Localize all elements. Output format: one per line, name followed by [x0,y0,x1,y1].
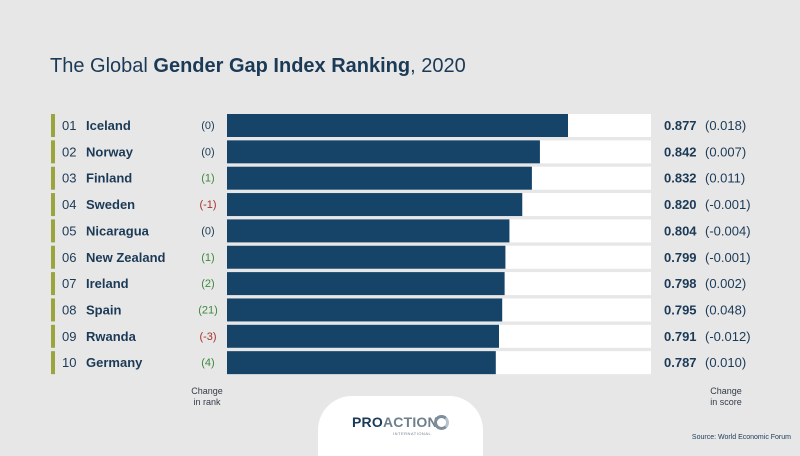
title-suffix: , 2020 [410,55,466,77]
change-in-rank-line-2: in rank [193,397,221,407]
score-value: 0.877 [664,118,697,133]
row-marker [51,272,55,296]
row-marker [51,140,55,164]
logo-subtitle: INTERNATIONAL [393,431,432,436]
score-value: 0.804 [664,223,697,238]
score-value: 0.791 [664,329,697,344]
change-in-rank-line-1: Change [191,386,223,396]
logo-action: ACTION [382,414,438,430]
row-marker [51,193,55,217]
row-marker [51,324,55,348]
score-change-label: (-0.001) [705,197,751,212]
rank-change-label: (4) [201,357,214,369]
bar [227,166,532,190]
score-change-label: (0.018) [705,118,746,133]
chart-title: The Global Gender Gap Index Ranking, 202… [50,55,466,78]
rank-change-label: (0) [201,120,214,132]
bar [227,219,510,243]
rank-change-label: (-3) [199,331,216,343]
rank-change-label: (-1) [199,199,216,211]
gender-gap-bar-chart: 01 Iceland (0) 0.877 (0.018) 02 Norway (0) 0.842… [51,114,751,375]
bar [227,298,503,322]
rank-change-label: (1) [201,173,214,185]
score-change-label: (0.048) [705,302,746,317]
score-change-label: (-0.012) [705,329,751,344]
logo-panel: PROACTION INTERNATIONAL [318,396,483,456]
country-label: Finland [86,171,132,186]
bar [227,351,496,375]
country-label: Sweden [86,197,135,212]
rank-number: 08 [62,302,76,317]
rank-change-label: (0) [201,225,214,237]
change-in-score-line-1: Change [710,386,742,396]
score-change-label: (0.010) [705,355,746,370]
bar [227,245,506,269]
score-value: 0.832 [664,171,697,186]
row-marker [51,351,55,375]
change-in-rank-label: Change in rank [177,386,237,408]
country-label: New Zealand [86,250,166,265]
row-marker [51,166,55,190]
score-value: 0.798 [664,276,697,291]
bar [227,272,505,296]
bar [227,193,523,217]
score-value: 0.795 [664,302,697,317]
rank-number: 02 [62,144,76,159]
country-label: Rwanda [86,329,137,344]
logo-mark-icon [434,415,449,430]
rank-number: 10 [62,355,76,370]
rank-number: 06 [62,250,76,265]
rank-change-label: (0) [201,146,214,158]
bar [227,140,540,164]
country-label: Nicaragua [86,223,150,238]
source-note: Source: World Economic Forum [691,434,791,441]
rank-change-label: (21) [198,304,218,316]
rank-number: 07 [62,276,76,291]
change-in-score-line-2: in score [710,397,742,407]
rank-change-label: (1) [201,252,214,264]
country-label: Ireland [86,276,129,291]
country-label: Spain [86,302,121,317]
bar [227,114,568,137]
score-change-label: (0.011) [705,171,745,186]
rank-number: 09 [62,329,76,344]
logo-pro: PRO [352,414,383,430]
bar [227,324,499,348]
rank-number: 03 [62,171,76,186]
row-marker [51,114,55,137]
score-value: 0.842 [664,144,697,159]
score-value: 0.799 [664,250,697,265]
title-bold: Gender Gap Index Ranking [153,55,411,77]
rank-number: 04 [62,197,76,212]
score-change-label: (-0.001) [705,250,751,265]
country-label: Germany [86,355,143,370]
country-label: Norway [86,144,134,159]
title-prefix: The Global [50,55,154,77]
row-marker [51,245,55,269]
change-in-score-label: Change in score [696,386,756,408]
score-change-label: (0.002) [705,276,746,291]
score-value: 0.820 [664,197,697,212]
proaction-logo: PROACTION [352,414,438,430]
score-change-label: (0.007) [705,144,746,159]
rank-number: 05 [62,223,76,238]
score-change-label: (-0.004) [705,223,751,238]
row-marker [51,219,55,243]
rank-number: 01 [62,118,76,133]
country-label: Iceland [86,118,131,133]
score-value: 0.787 [664,355,697,370]
rank-change-label: (2) [201,278,214,290]
row-marker [51,298,55,322]
